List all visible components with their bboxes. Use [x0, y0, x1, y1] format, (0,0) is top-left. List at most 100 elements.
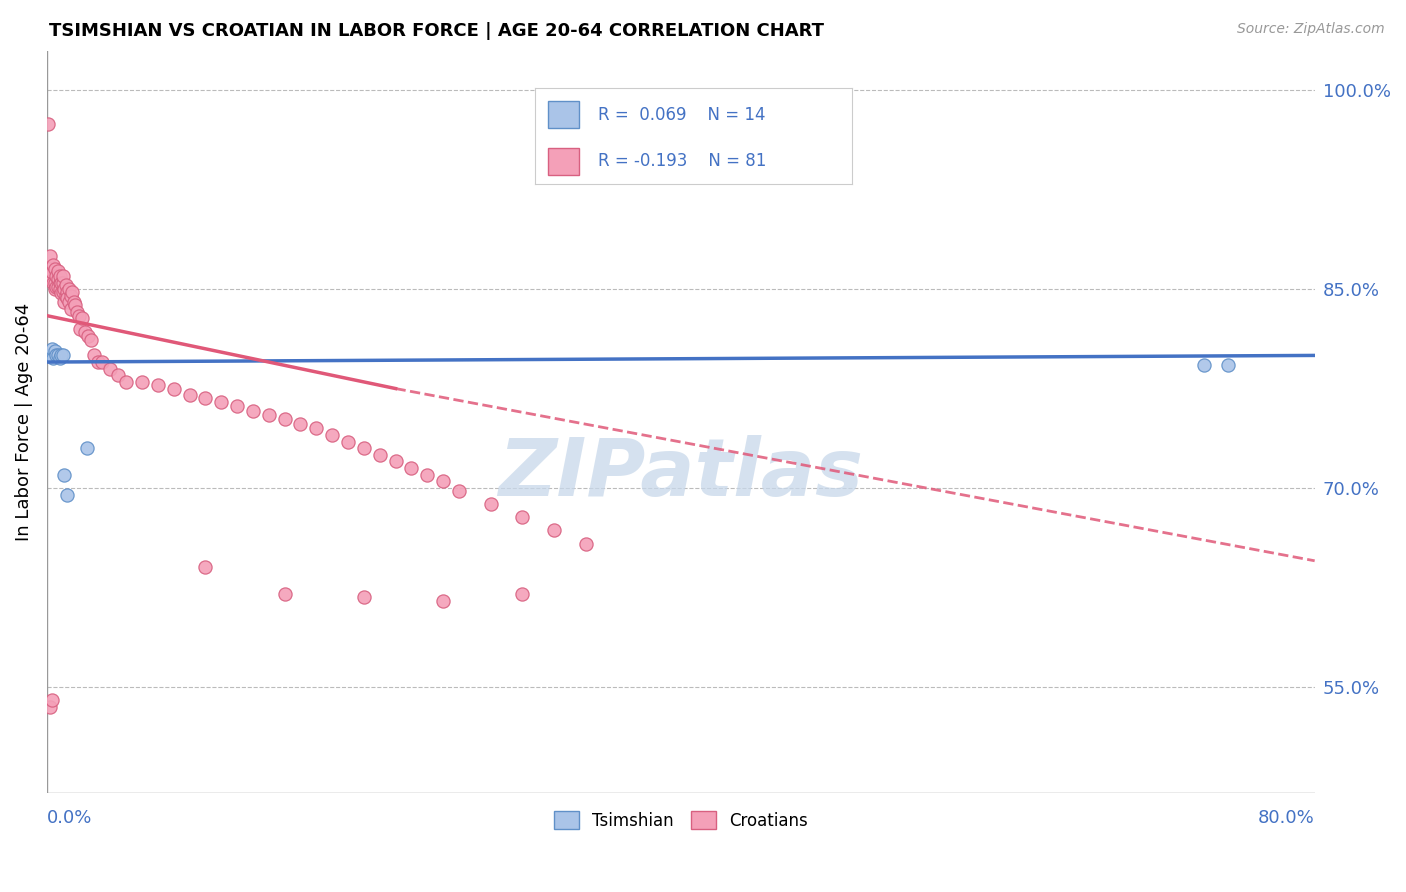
Y-axis label: In Labor Force | Age 20-64: In Labor Force | Age 20-64: [15, 302, 32, 541]
Point: [45, 279, 67, 293]
Point: [107, 368, 129, 383]
Point: [56, 292, 79, 306]
Point: [52, 276, 75, 290]
Point: [337, 434, 360, 449]
Point: [353, 590, 375, 604]
Point: [55, 289, 77, 303]
Point: [60, 285, 83, 299]
Point: [83, 348, 105, 362]
Text: ZIPatlas: ZIPatlas: [498, 434, 863, 513]
Point: [52, 348, 75, 362]
Point: [53, 467, 76, 482]
Point: [42, 276, 65, 290]
Point: [1192, 358, 1215, 372]
Point: [42, 351, 65, 365]
Point: [194, 391, 217, 405]
Point: [353, 441, 375, 455]
Point: [416, 467, 439, 482]
Point: [39, 699, 62, 714]
Point: [59, 289, 82, 303]
Text: 80.0%: 80.0%: [1258, 808, 1315, 827]
Point: [41, 265, 63, 279]
Point: [41, 693, 63, 707]
Point: [45, 348, 67, 362]
Point: [91, 355, 114, 369]
Point: [179, 388, 201, 402]
Point: [80, 333, 103, 347]
Point: [53, 295, 76, 310]
Point: [65, 298, 87, 312]
Point: [257, 408, 280, 422]
Point: [39, 249, 62, 263]
Point: [543, 524, 565, 538]
Point: [69, 322, 91, 336]
Point: [59, 301, 82, 316]
Point: [163, 382, 186, 396]
Point: [41, 342, 63, 356]
Point: [115, 375, 138, 389]
Point: [479, 497, 502, 511]
Point: [39, 348, 62, 362]
Point: [432, 475, 454, 489]
Point: [48, 351, 70, 365]
Point: [273, 587, 295, 601]
Point: [70, 311, 93, 326]
Point: [58, 295, 80, 310]
Point: [368, 448, 391, 462]
Point: [44, 262, 66, 277]
Point: [41, 273, 63, 287]
Point: [46, 348, 69, 362]
Point: [39, 268, 62, 283]
Point: [52, 285, 75, 299]
Point: [44, 276, 66, 290]
Point: [44, 282, 66, 296]
Point: [146, 377, 169, 392]
Point: [290, 417, 312, 432]
Point: [53, 282, 76, 296]
Point: [37, 117, 59, 131]
Point: [52, 268, 75, 283]
Point: [48, 268, 70, 283]
Point: [58, 282, 80, 296]
Text: Source: ZipAtlas.com: Source: ZipAtlas.com: [1237, 22, 1385, 37]
Point: [76, 441, 98, 455]
Point: [575, 536, 598, 550]
Point: [48, 282, 70, 296]
Point: [305, 421, 328, 435]
Point: [242, 404, 264, 418]
Point: [49, 276, 72, 290]
Point: [56, 285, 79, 299]
Point: [73, 325, 96, 339]
Text: TSIMSHIAN VS CROATIAN IN LABOR FORCE | AGE 20-64 CORRELATION CHART: TSIMSHIAN VS CROATIAN IN LABOR FORCE | A…: [49, 22, 824, 40]
Point: [510, 587, 533, 601]
Point: [226, 399, 249, 413]
Point: [46, 279, 69, 293]
Point: [86, 355, 108, 369]
Point: [77, 328, 100, 343]
Point: [447, 483, 470, 498]
Point: [49, 286, 72, 301]
Point: [131, 375, 153, 389]
Point: [67, 309, 90, 323]
Legend: Tsimshian, Croatians: Tsimshian, Croatians: [547, 805, 814, 837]
Point: [98, 361, 121, 376]
Point: [46, 263, 69, 277]
Point: [48, 276, 70, 290]
Point: [1216, 358, 1239, 372]
Point: [49, 348, 72, 362]
Point: [401, 461, 423, 475]
Point: [384, 454, 406, 468]
Text: 0.0%: 0.0%: [46, 808, 93, 827]
Point: [66, 304, 89, 318]
Point: [273, 412, 295, 426]
Point: [55, 278, 77, 293]
Point: [432, 593, 454, 607]
Point: [321, 428, 343, 442]
Point: [63, 295, 86, 310]
Point: [209, 394, 232, 409]
Point: [56, 487, 79, 501]
Point: [46, 271, 69, 285]
Point: [42, 258, 65, 272]
Point: [510, 510, 533, 524]
Point: [44, 344, 66, 359]
